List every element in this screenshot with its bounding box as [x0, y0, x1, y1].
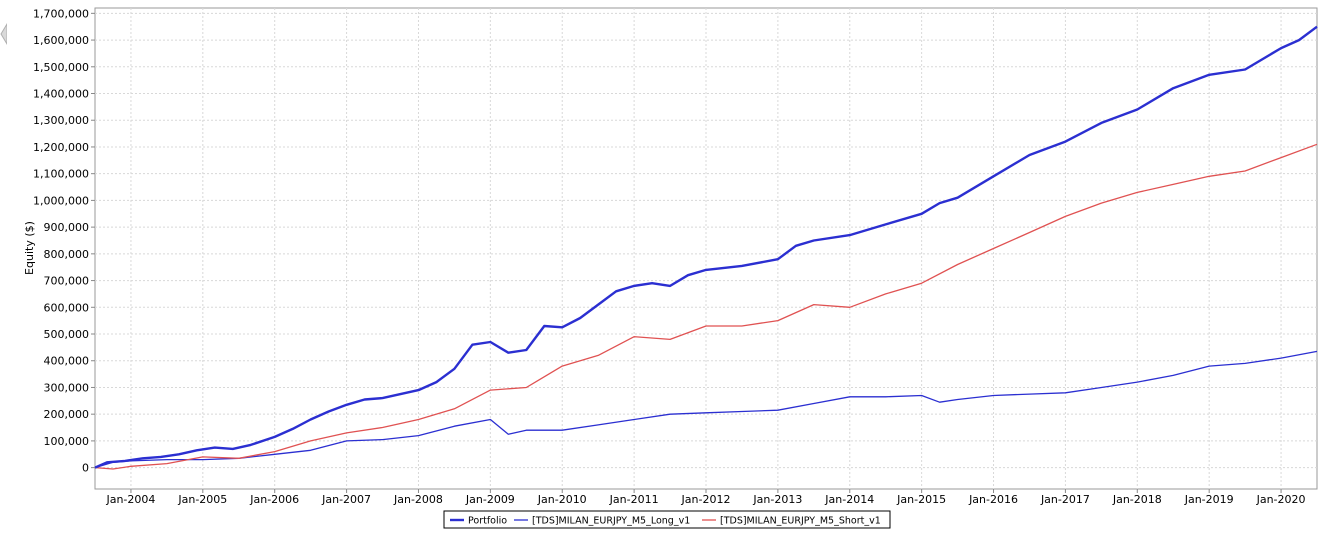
y-tick-label: 900,000: [44, 221, 90, 234]
x-tick-label: Jan-2014: [824, 493, 874, 506]
y-axis: 0 100,000 200,000 300,000 400,000 500,000 600,…: [33, 7, 95, 475]
y-axis-label: Equity ($): [23, 221, 36, 275]
y-tick-label: 1,400,000: [33, 88, 89, 101]
x-tick-label: Jan-2015: [896, 493, 946, 506]
y-tick-label: 400,000: [44, 355, 90, 368]
y-tick-label: 600,000: [44, 301, 90, 314]
y-tick-label: 300,000: [44, 381, 90, 394]
series-line-1: [94, 350, 1318, 469]
x-tick-label: Jan-2008: [393, 493, 443, 506]
y-tick-label: 0: [82, 462, 89, 475]
legend-label: Portfolio: [468, 516, 507, 527]
x-axis: Jan-2004 Jan-2005 Jan-2006 Jan-2007 Jan-2008…: [105, 489, 1306, 506]
y-tick-label: 500,000: [44, 328, 90, 341]
x-tick-label: Jan-2010: [537, 493, 587, 506]
series-lines: [94, 25, 1318, 470]
x-tick-label: Jan-2013: [752, 493, 802, 506]
series-line-2: [94, 143, 1318, 470]
y-tick-label: 1,000,000: [33, 194, 89, 207]
x-tick-label: Jan-2018: [1112, 493, 1162, 506]
grid: [95, 8, 1317, 489]
x-tick-label: Jan-2020: [1256, 493, 1306, 506]
series-line-0: [94, 25, 1318, 469]
legend-label: [TDS]MILAN_EURJPY_M5_Long_v1: [532, 516, 690, 527]
x-tick-label: Jan-2004: [105, 493, 155, 506]
y-tick-label: 1,500,000: [33, 61, 89, 74]
x-tick-label: Jan-2012: [681, 493, 731, 506]
x-tick-label: Jan-2019: [1184, 493, 1234, 506]
x-tick-label: Jan-2009: [465, 493, 515, 506]
x-tick-label: Jan-2007: [321, 493, 371, 506]
x-tick-label: Jan-2016: [968, 493, 1018, 506]
y-tick-label: 200,000: [44, 408, 90, 421]
legend-frame: [443, 510, 891, 529]
y-tick-label: 1,700,000: [33, 7, 89, 20]
y-tick-label: 1,300,000: [33, 114, 89, 127]
y-tick-label: 1,600,000: [33, 34, 89, 47]
y-tick-label: 800,000: [44, 248, 90, 261]
y-tick-label: 1,100,000: [33, 168, 89, 181]
y-tick-label: 100,000: [44, 435, 90, 448]
x-tick-label: Jan-2005: [177, 493, 227, 506]
x-tick-label: Jan-2011: [609, 493, 659, 506]
x-tick-label: Jan-2017: [1040, 493, 1090, 506]
y-tick-label: 1,200,000: [33, 141, 89, 154]
legend: Portfolio [TDS]MILAN_EURJPY_M5_Long_v1 [TD…: [443, 510, 891, 529]
y-tick-label: 700,000: [44, 275, 90, 288]
legend-label: [TDS]MILAN_EURJPY_M5_Short_v1: [720, 516, 881, 527]
x-tick-label: Jan-2006: [249, 493, 299, 506]
